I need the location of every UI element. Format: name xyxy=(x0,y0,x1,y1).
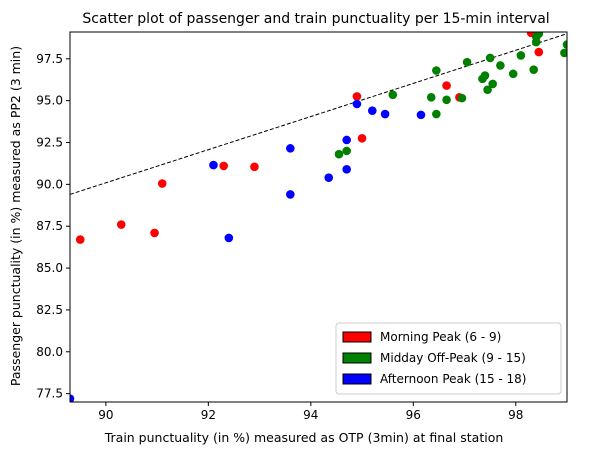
legend-swatch xyxy=(342,373,372,385)
data-point-series-1 xyxy=(116,220,126,229)
data-point-series-3 xyxy=(70,394,75,402)
y-tick-label: 82.5 xyxy=(36,303,63,317)
data-point-series-1 xyxy=(75,235,85,244)
data-point-series-1 xyxy=(219,161,229,171)
data-point-series-2 xyxy=(496,61,505,70)
data-point-series-3 xyxy=(352,99,362,109)
legend-label: Afternoon Peak (15 - 18) xyxy=(380,372,526,386)
data-point-series-2 xyxy=(483,85,492,95)
data-point-series-1 xyxy=(534,47,544,57)
data-point-series-3 xyxy=(286,190,295,199)
x-tick-label: 96 xyxy=(406,408,421,422)
data-point-series-3 xyxy=(224,233,234,243)
data-point-series-2 xyxy=(462,57,472,67)
legend-swatch xyxy=(342,352,372,364)
data-point-series-2 xyxy=(334,149,344,159)
data-point-series-1 xyxy=(250,162,259,172)
data-point-series-1 xyxy=(357,134,367,143)
axes: 90 92 94 96 98 77.5 80.0 82.5 85.0 87.5 90.0 92.5 95… xyxy=(36,31,568,422)
data-point-series-3 xyxy=(209,160,218,170)
y-tick-label: 80.0 xyxy=(36,345,63,359)
data-point-series-2 xyxy=(432,109,441,119)
data-point-series-3 xyxy=(342,135,351,145)
y-tick-label: 87.5 xyxy=(36,219,63,233)
y-tick-label: 97.5 xyxy=(36,52,63,66)
y-tick-label: 77.5 xyxy=(36,387,63,401)
x-tick-label: 98 xyxy=(508,408,523,422)
x-axis-label: Train punctuality (in %) measured as OTP… xyxy=(104,430,504,445)
data-point-series-2 xyxy=(457,93,467,103)
x-tick-label: 90 xyxy=(98,408,113,422)
data-point-series-2 xyxy=(442,95,451,105)
data-point-series-2 xyxy=(534,32,544,38)
data-point-series-2 xyxy=(388,90,398,100)
y-tick-label: 92.5 xyxy=(36,135,63,149)
data-point-series-2 xyxy=(488,79,498,89)
data-point-series-2 xyxy=(560,48,567,58)
y-tick-label: 95.0 xyxy=(36,94,63,108)
data-point-series-1 xyxy=(442,81,451,90)
y-tick-label: 85.0 xyxy=(36,261,63,275)
data-point-series-2 xyxy=(485,53,495,63)
data-point-series-2 xyxy=(342,146,351,156)
data-point-series-3 xyxy=(416,110,426,120)
data-point-series-3 xyxy=(324,173,334,182)
plot-inner xyxy=(70,32,567,402)
reference-line xyxy=(70,33,567,195)
data-point-series-2 xyxy=(531,37,541,47)
data-point-series-2 xyxy=(480,71,490,80)
y-tick-label: 90.0 xyxy=(36,177,63,191)
data-point-series-1 xyxy=(157,179,167,188)
data-point-series-2 xyxy=(508,69,518,79)
data-point-series-1 xyxy=(150,228,159,238)
legend-swatch xyxy=(342,331,372,343)
legend-box xyxy=(335,322,562,395)
x-tick-label: 92 xyxy=(201,408,216,422)
chart-title: Scatter plot of passenger and train punc… xyxy=(82,11,549,27)
legend: Morning Peak (6 - 9) Midday Off-Peak (9 -… xyxy=(335,322,562,395)
legend-label: Midday Off-Peak (9 - 15) xyxy=(380,351,526,365)
legend-label: Morning Peak (6 - 9) xyxy=(380,330,501,344)
y-axis-label: Passenger punctuality (in %) measured as… xyxy=(8,46,23,386)
data-point-series-3 xyxy=(367,106,377,115)
x-tick-label: 94 xyxy=(303,408,318,422)
plot-area xyxy=(70,32,567,402)
axes-frame xyxy=(69,31,568,403)
data-point-series-1 xyxy=(352,92,362,101)
data-point-series-2 xyxy=(426,92,436,102)
data-point-series-2 xyxy=(562,40,567,49)
data-point-series-2 xyxy=(516,51,526,60)
data-point-series-2 xyxy=(432,66,441,75)
data-point-series-3 xyxy=(380,109,390,119)
data-point-series-3 xyxy=(342,164,351,174)
data-point-series-2 xyxy=(529,65,538,74)
data-point-series-3 xyxy=(286,144,295,153)
